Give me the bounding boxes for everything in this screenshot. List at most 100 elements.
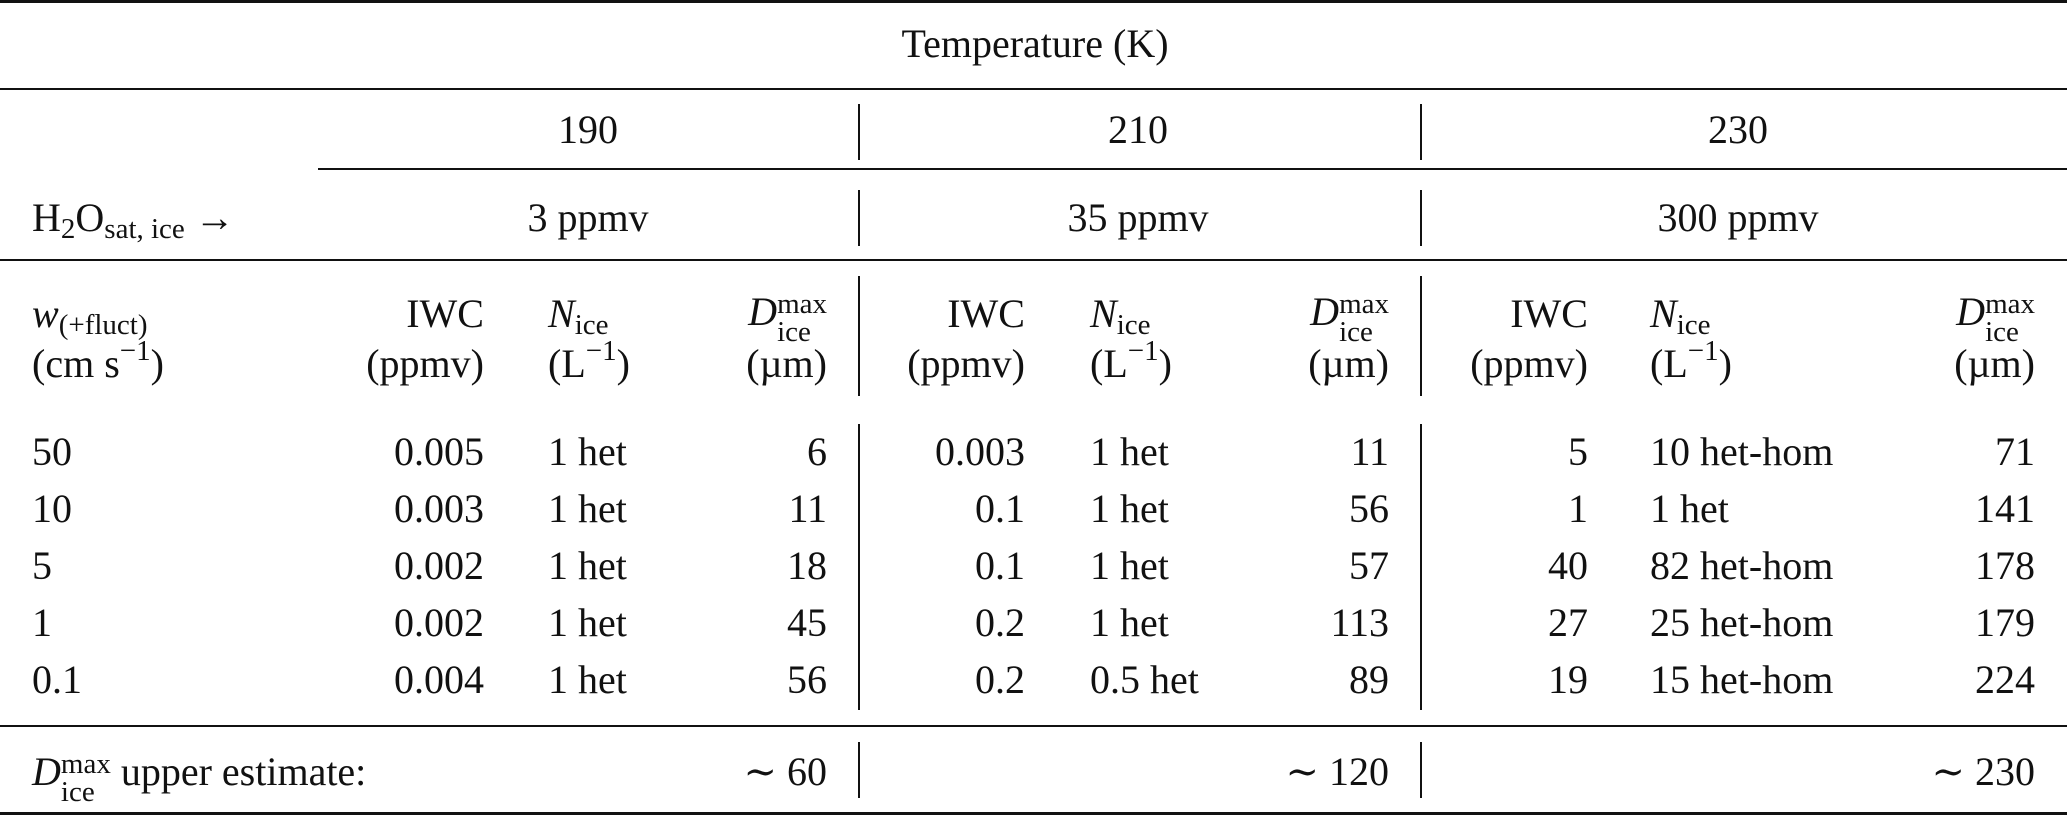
- cell-iwc-210: 0.2: [975, 657, 1025, 702]
- arrow-right-icon: →: [194, 195, 235, 240]
- cell-nice-230: 1 het: [1650, 486, 1729, 531]
- header-iwc-230: IWC: [1510, 291, 1588, 336]
- cell-dmax-230: 179: [1975, 600, 2035, 645]
- cell-dmax-190: 6: [807, 429, 827, 474]
- cell-iwc-230: 1: [1568, 486, 1588, 531]
- header-dmax-unit-230: (µm): [1954, 341, 2035, 386]
- temperature-210: 210: [1108, 107, 1168, 152]
- cell-w: 1: [32, 600, 52, 645]
- separator-230-foot: [1420, 742, 1422, 798]
- header-iwc-210: IWC: [947, 291, 1025, 336]
- estimate-230: ∼ 230: [1931, 749, 2035, 794]
- header-nice-unit-230: (L−1): [1650, 335, 1732, 387]
- cell-dmax-230: 71: [1995, 429, 2035, 474]
- header-nice-230: Nice: [1650, 291, 1711, 341]
- cell-w: 0.1: [32, 657, 82, 702]
- cell-iwc-210: 0.1: [975, 543, 1025, 588]
- header-dmax-unit-190: (µm): [746, 341, 827, 386]
- header-nice-unit-190: (L−1): [548, 335, 630, 387]
- table-bottom-rule: [0, 812, 2067, 815]
- cell-dmax-190: 56: [787, 657, 827, 702]
- temperature-190: 190: [558, 107, 618, 152]
- cell-dmax-190: 11: [788, 486, 827, 531]
- cell-dmax-190: 18: [787, 543, 827, 588]
- temperature-230: 230: [1708, 107, 1768, 152]
- cell-w: 50: [32, 429, 72, 474]
- cell-dmax-210: 113: [1330, 600, 1389, 645]
- cell-dmax-230: 224: [1975, 657, 2035, 702]
- saturation-label: H2Osat, ice →: [32, 195, 235, 245]
- cell-dmax-210: 11: [1350, 429, 1389, 474]
- cell-dmax-210: 56: [1349, 486, 1389, 531]
- cell-nice-190: 1 het: [548, 429, 627, 474]
- cell-nice-210: 0.5 het: [1090, 657, 1199, 702]
- cell-dmax-230: 141: [1975, 486, 2035, 531]
- separator-230-sat: [1420, 190, 1422, 246]
- separator-230-head: [1420, 276, 1422, 396]
- estimate-210: ∼ 120: [1285, 749, 1389, 794]
- cell-dmax-210: 89: [1349, 657, 1389, 702]
- estimate-190: ∼ 60: [743, 749, 827, 794]
- temperature-rule: [318, 168, 2067, 170]
- cell-iwc-210: 0.003: [935, 429, 1025, 474]
- separator-210-head: [858, 276, 860, 396]
- cell-iwc-190: 0.002: [394, 600, 484, 645]
- cell-dmax-210: 57: [1349, 543, 1389, 588]
- cell-nice-210: 1 het: [1090, 600, 1169, 645]
- header-nice-unit-210: (L−1): [1090, 335, 1172, 387]
- cell-nice-230: 10 het-hom: [1650, 429, 1834, 474]
- cell-iwc-190: 0.002: [394, 543, 484, 588]
- header-nice-190: Nice: [548, 291, 609, 341]
- separator-210-sat: [858, 190, 860, 246]
- cell-nice-210: 1 het: [1090, 429, 1169, 474]
- cell-nice-190: 1 het: [548, 543, 627, 588]
- table-top-rule: [0, 0, 2067, 3]
- cell-iwc-230: 5: [1568, 429, 1588, 474]
- header-w: w(+fluct): [32, 291, 148, 341]
- saturation-230: 300 ppmv: [1657, 195, 1819, 240]
- cell-nice-230: 15 het-hom: [1650, 657, 1834, 702]
- cell-dmax-230: 178: [1975, 543, 2035, 588]
- header-iwc-unit-210: (ppmv): [907, 341, 1025, 386]
- separator-230-body: [1420, 424, 1422, 710]
- separator-210-temp: [858, 104, 860, 160]
- cell-nice-230: 82 het-hom: [1650, 543, 1834, 588]
- cell-iwc-230: 27: [1548, 600, 1588, 645]
- cell-dmax-190: 45: [787, 600, 827, 645]
- cell-iwc-190: 0.005: [394, 429, 484, 474]
- header-nice-210: Nice: [1090, 291, 1151, 341]
- header-iwc-unit-230: (ppmv): [1470, 341, 1588, 386]
- cell-iwc-230: 40: [1548, 543, 1588, 588]
- cell-iwc-210: 0.1: [975, 486, 1025, 531]
- header-w-unit: (cm s−1): [32, 335, 164, 387]
- header-iwc-190: IWC: [406, 291, 484, 336]
- header-iwc-unit-190: (ppmv): [366, 341, 484, 386]
- cell-nice-190: 1 het: [548, 600, 627, 645]
- cell-iwc-190: 0.004: [394, 657, 484, 702]
- cell-iwc-190: 0.003: [394, 486, 484, 531]
- cell-w: 10: [32, 486, 72, 531]
- cell-nice-230: 25 het-hom: [1650, 600, 1834, 645]
- cell-iwc-210: 0.2: [975, 600, 1025, 645]
- cell-nice-210: 1 het: [1090, 543, 1169, 588]
- footer-rule: [0, 725, 2067, 727]
- header-dmax-unit-210: (µm): [1308, 341, 1389, 386]
- cell-nice-190: 1 het: [548, 657, 627, 702]
- cell-nice-210: 1 het: [1090, 486, 1169, 531]
- cell-iwc-230: 19: [1548, 657, 1588, 702]
- saturation-190: 3 ppmv: [527, 195, 649, 240]
- header-rule: [0, 88, 2067, 90]
- saturation-rule: [0, 259, 2067, 261]
- cell-w: 5: [32, 543, 52, 588]
- separator-230-temp: [1420, 104, 1422, 160]
- cell-nice-190: 1 het: [548, 486, 627, 531]
- temperature-title: Temperature (K): [901, 21, 1169, 66]
- saturation-210: 35 ppmv: [1067, 195, 1209, 240]
- separator-210-body: [858, 424, 860, 710]
- separator-210-foot: [858, 742, 860, 798]
